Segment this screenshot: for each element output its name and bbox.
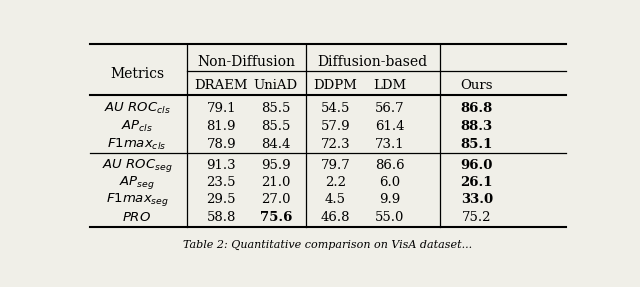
Text: DRAEM: DRAEM [195, 79, 248, 92]
Text: 73.1: 73.1 [375, 137, 405, 151]
Text: Diffusion-based: Diffusion-based [317, 55, 428, 69]
Text: $AU\ ROC_{seg}$: $AU\ ROC_{seg}$ [102, 157, 172, 174]
Text: Metrics: Metrics [110, 67, 164, 81]
Text: $AU\ ROC_{cls}$: $AU\ ROC_{cls}$ [104, 101, 170, 116]
Text: $F1max_{cls}$: $F1max_{cls}$ [108, 137, 166, 152]
Text: 85.5: 85.5 [261, 120, 291, 133]
Text: 84.4: 84.4 [261, 137, 291, 151]
Text: 4.5: 4.5 [325, 193, 346, 206]
Text: 88.3: 88.3 [461, 120, 493, 133]
Text: 6.0: 6.0 [380, 176, 401, 189]
Text: 91.3: 91.3 [207, 159, 236, 172]
Text: 78.9: 78.9 [207, 137, 236, 151]
Text: 29.5: 29.5 [207, 193, 236, 206]
Text: 86.6: 86.6 [375, 159, 405, 172]
Text: 54.5: 54.5 [321, 102, 350, 115]
Text: $F1max_{seg}$: $F1max_{seg}$ [106, 191, 168, 208]
Text: 57.9: 57.9 [321, 120, 350, 133]
Text: DDPM: DDPM [314, 79, 357, 92]
Text: 56.7: 56.7 [375, 102, 405, 115]
Text: 75.2: 75.2 [462, 211, 492, 224]
Text: 61.4: 61.4 [375, 120, 404, 133]
Text: 72.3: 72.3 [321, 137, 350, 151]
Text: $AP_{cls}$: $AP_{cls}$ [121, 119, 153, 134]
Text: 75.6: 75.6 [260, 211, 292, 224]
Text: Ours: Ours [461, 79, 493, 92]
Text: Table 2: Quantitative comparison on VisA dataset...: Table 2: Quantitative comparison on VisA… [184, 240, 472, 250]
Text: 2.2: 2.2 [325, 176, 346, 189]
Text: 79.7: 79.7 [321, 159, 350, 172]
Text: Non-Diffusion: Non-Diffusion [197, 55, 295, 69]
Text: 58.8: 58.8 [207, 211, 236, 224]
Text: 85.5: 85.5 [261, 102, 291, 115]
Text: $PRO$: $PRO$ [122, 211, 152, 224]
Text: 85.1: 85.1 [461, 137, 493, 151]
Text: 27.0: 27.0 [261, 193, 291, 206]
Text: 81.9: 81.9 [207, 120, 236, 133]
Text: 96.0: 96.0 [461, 159, 493, 172]
Text: UniAD: UniAD [254, 79, 298, 92]
Text: 21.0: 21.0 [261, 176, 291, 189]
Text: 95.9: 95.9 [261, 159, 291, 172]
Text: 79.1: 79.1 [207, 102, 236, 115]
Text: 33.0: 33.0 [461, 193, 493, 206]
Text: 55.0: 55.0 [375, 211, 404, 224]
Text: 46.8: 46.8 [321, 211, 350, 224]
Text: $AP_{seg}$: $AP_{seg}$ [119, 174, 155, 191]
Text: 26.1: 26.1 [461, 176, 493, 189]
Text: LDM: LDM [373, 79, 406, 92]
Text: 86.8: 86.8 [461, 102, 493, 115]
Text: 9.9: 9.9 [380, 193, 401, 206]
Text: 23.5: 23.5 [207, 176, 236, 189]
